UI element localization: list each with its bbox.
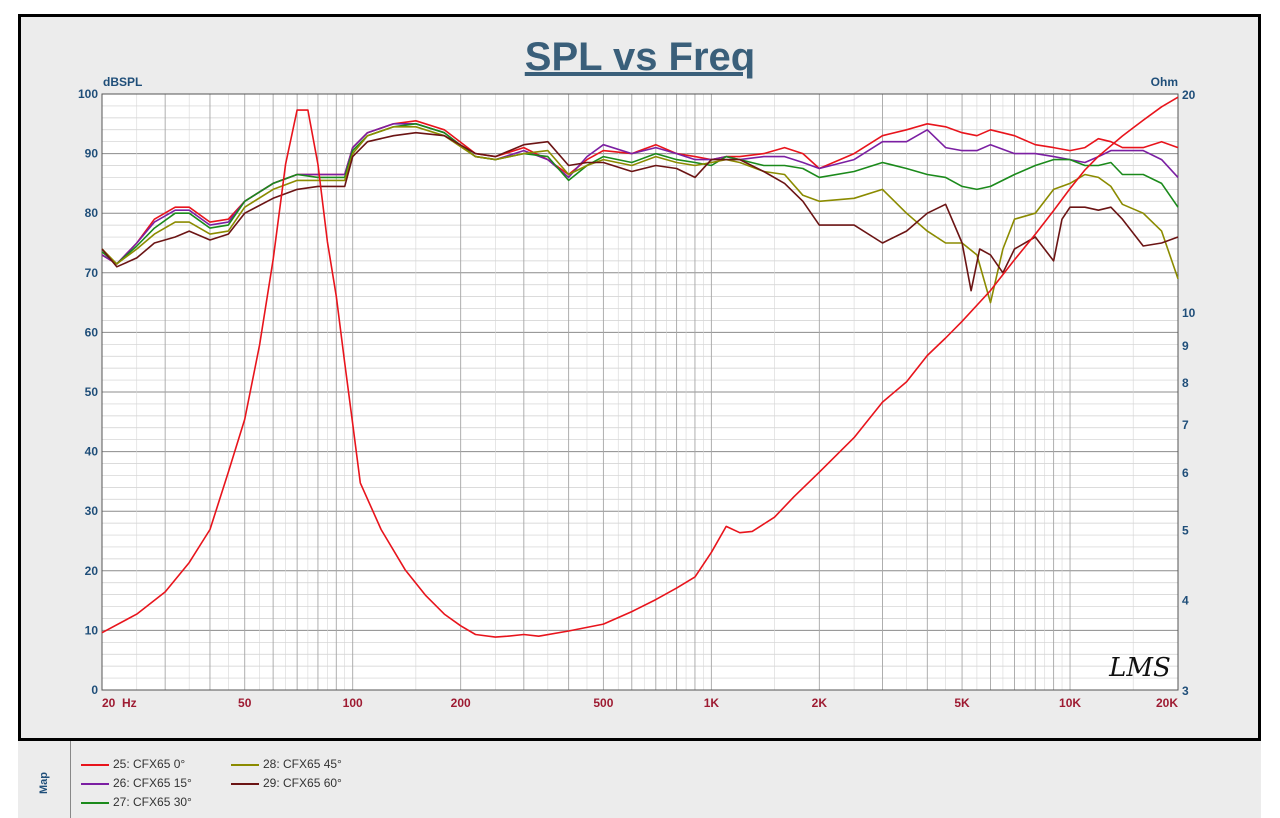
legend-label: 29: CFX65 60°: [263, 776, 342, 790]
y-tick-label: 70: [85, 266, 99, 280]
y-axis-label-left: dBSPL: [103, 75, 142, 89]
y-tick-label: 10: [85, 623, 99, 637]
legend-swatch: [231, 782, 259, 785]
x-tick-label: 2K: [812, 696, 828, 710]
map-tab[interactable]: Map: [18, 741, 71, 818]
x-tick-label: 10K: [1059, 696, 1081, 710]
legend-item-29: 29: CFX65 60°: [231, 776, 342, 790]
x-tick-label: 5K: [954, 696, 970, 710]
x-tick-label: 1K: [704, 696, 720, 710]
x-tick-label: 200: [451, 696, 471, 710]
x-tick-label: 100: [343, 696, 363, 710]
spl-vs-freq-chart: SPL vs Freq dBSPL Ohm 0 10 20 30 40 50 60 70 80 9…: [78, 35, 1196, 710]
y-tick-label: 0: [91, 683, 98, 697]
legend-item-26: 26: CFX65 15°: [81, 776, 192, 790]
y-tick-label: 40: [85, 445, 99, 459]
y2-tick-label: 6: [1182, 466, 1189, 480]
y2-tick-label: 4: [1182, 594, 1189, 608]
y2-tick-label: 10: [1182, 306, 1196, 320]
spl-line-series-3: [101, 123, 1179, 265]
y-tick-label: 60: [85, 325, 99, 339]
chart-title: SPL vs Freq: [525, 35, 755, 79]
legend-swatch: [81, 782, 109, 785]
x-tick-label: 20 Hz: [102, 696, 137, 710]
impedance-line: [101, 96, 1179, 638]
legend-swatch: [81, 801, 109, 804]
y-axis-label-right: Ohm: [1151, 75, 1178, 89]
y2-tick-label: 9: [1182, 339, 1189, 353]
spl-line-series-4: [101, 126, 1179, 304]
series-layer: [101, 96, 1179, 638]
y-tick-label: 20: [85, 564, 99, 578]
legend-item-27: 27: CFX65 30°: [81, 795, 192, 809]
x-tick-label: 50: [238, 696, 252, 710]
legend-panel: Map 25: CFX65 0° 26: CFX65 15° 27: CFX65…: [18, 738, 1261, 818]
spl-line-series-5: [101, 131, 1179, 292]
y-tick-label: 30: [85, 504, 99, 518]
y-tick-label: 50: [85, 385, 99, 399]
legend-item-25: 25: CFX65 0°: [81, 757, 185, 771]
legend-item-28: 28: CFX65 45°: [231, 757, 342, 771]
legend-label: 27: CFX65 30°: [113, 795, 192, 809]
legend-label: 25: CFX65 0°: [113, 757, 186, 771]
y2-tick-label: 7: [1182, 418, 1189, 432]
lms-annotation: LMS: [1108, 653, 1171, 683]
y-tick-label: 80: [85, 206, 99, 220]
axis-ticks: 0 10 20 30 40 50 60 70 80 90 100 3 4 5 6 7 8 9 10 20 20 Hz 50…: [78, 87, 1196, 710]
x-tick-label: 20K: [1156, 696, 1178, 710]
y2-tick-label: 8: [1182, 376, 1189, 390]
legend-label: 28: CFX65 45°: [263, 757, 342, 771]
legend-swatch: [231, 763, 259, 766]
y-tick-label: 100: [78, 87, 98, 101]
x-tick-label: 500: [593, 696, 613, 710]
y-tick-label: 90: [85, 147, 99, 161]
plot-border: [101, 93, 1179, 691]
y2-tick-label: 3: [1182, 684, 1189, 698]
grid-lines: [101, 93, 1179, 691]
legend-swatch: [81, 763, 109, 766]
y2-tick-label: 20: [1182, 88, 1196, 102]
legend-label: 26: CFX65 15°: [113, 776, 192, 790]
y2-tick-label: 5: [1182, 524, 1189, 538]
map-tab-label: Map: [38, 772, 50, 794]
